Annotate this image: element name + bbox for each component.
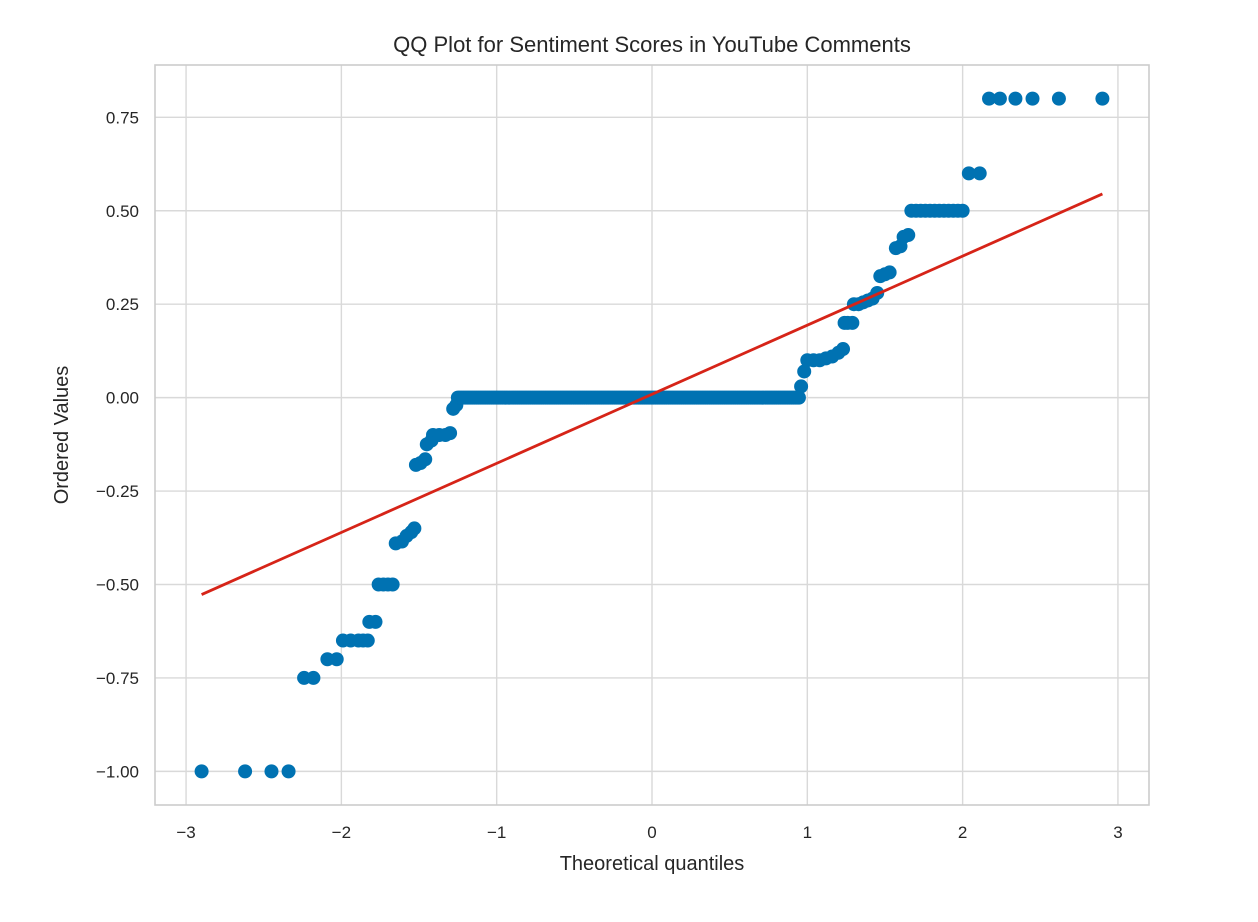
plot-area — [154, 64, 1150, 806]
data-point — [797, 364, 812, 379]
data-point — [281, 764, 296, 779]
x-tick-label: 0 — [647, 823, 656, 842]
data-point — [961, 166, 976, 181]
grid-vertical-lines — [185, 65, 1119, 805]
data-point — [882, 265, 897, 280]
plot-border — [154, 64, 1150, 806]
x-tick-label: −2 — [332, 823, 351, 842]
data-point — [836, 342, 851, 357]
data-point — [443, 426, 458, 441]
data-point — [418, 452, 433, 467]
x-tick-label: 2 — [958, 823, 967, 842]
x-tick-labels: −3 −2 −1 0 1 2 3 — [176, 823, 1122, 842]
data-point — [194, 764, 209, 779]
data-point — [1025, 91, 1040, 106]
y-tick-label: −0.25 — [96, 482, 139, 501]
data-point — [992, 91, 1007, 106]
y-tick-label: 0.25 — [106, 295, 139, 314]
data-point — [901, 228, 916, 243]
y-tick-label: 0.75 — [106, 108, 139, 127]
data-point — [1095, 91, 1110, 106]
data-point — [845, 315, 860, 330]
x-tick-label: −1 — [487, 823, 506, 842]
x-tick-label: 3 — [1113, 823, 1122, 842]
data-point — [794, 379, 809, 394]
data-point — [360, 633, 375, 648]
data-point — [972, 166, 987, 181]
y-tick-label: 0.00 — [106, 389, 139, 408]
data-point — [238, 764, 253, 779]
chart-title: QQ Plot for Sentiment Scores in YouTube … — [393, 32, 911, 57]
data-point — [982, 91, 997, 106]
data-point — [791, 390, 806, 405]
y-tick-label: 0.50 — [106, 202, 139, 221]
y-axis-title: Ordered Values — [51, 366, 73, 505]
data-point — [385, 577, 400, 592]
data-point — [368, 614, 383, 629]
data-point — [955, 203, 970, 218]
data-point — [1051, 91, 1066, 106]
x-tick-label: 1 — [803, 823, 812, 842]
data-point — [329, 652, 344, 667]
data-point — [264, 764, 279, 779]
data-point — [407, 521, 422, 536]
x-axis-title: Theoretical quantiles — [560, 853, 745, 875]
fit-line-group — [201, 192, 1103, 596]
y-tick-label: −0.50 — [96, 575, 139, 594]
y-tick-label: −1.00 — [96, 762, 139, 781]
fit-line — [201, 192, 1103, 596]
y-tick-labels: −1.00 −0.75 −0.50 −0.25 0.00 0.25 0.50 0.75 — [96, 108, 139, 781]
y-tick-label: −0.75 — [96, 669, 139, 688]
x-tick-label: −3 — [176, 823, 195, 842]
data-point — [306, 670, 321, 685]
data-point — [1008, 91, 1023, 106]
